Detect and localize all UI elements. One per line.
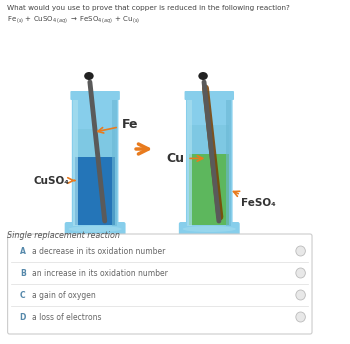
- Bar: [187, 96, 192, 226]
- Circle shape: [296, 290, 305, 300]
- Bar: [189, 125, 229, 153]
- Bar: [189, 153, 229, 225]
- Circle shape: [296, 312, 305, 322]
- Circle shape: [296, 268, 305, 278]
- Ellipse shape: [69, 226, 122, 232]
- Ellipse shape: [84, 72, 94, 80]
- Bar: [73, 96, 78, 226]
- FancyBboxPatch shape: [8, 234, 312, 334]
- Circle shape: [296, 246, 305, 256]
- Text: an increase in its oxidation number: an increase in its oxidation number: [32, 269, 168, 278]
- Text: Fe: Fe: [98, 118, 138, 133]
- Text: CuSO₄: CuSO₄: [33, 175, 75, 185]
- Text: What would you use to prove that copper is reduced in the following reaction?: What would you use to prove that copper …: [7, 5, 289, 11]
- FancyBboxPatch shape: [179, 222, 240, 236]
- Text: D: D: [20, 312, 26, 322]
- Text: Fe$_{\,(s)}$ + CuSO$_{4\,(aq)}$ $\rightarrow$ FeSO$_{4\,(aq)}$ + Cu$_{\,(s)}$: Fe$_{\,(s)}$ + CuSO$_{4\,(aq)}$ $\righta…: [7, 14, 140, 25]
- FancyBboxPatch shape: [72, 95, 118, 227]
- Text: a loss of electrons: a loss of electrons: [32, 312, 102, 322]
- Bar: [112, 96, 117, 226]
- Text: a decrease in its oxidation number: a decrease in its oxidation number: [32, 247, 166, 256]
- FancyBboxPatch shape: [70, 91, 120, 100]
- Bar: [75, 158, 115, 225]
- Ellipse shape: [198, 72, 208, 80]
- FancyBboxPatch shape: [186, 95, 233, 227]
- Text: Single replacement reaction: Single replacement reaction: [7, 231, 120, 240]
- Text: C: C: [20, 290, 26, 300]
- Bar: [75, 129, 115, 158]
- FancyBboxPatch shape: [65, 222, 126, 236]
- Text: Cu: Cu: [167, 152, 203, 165]
- Bar: [226, 96, 231, 226]
- Text: FeSO₄: FeSO₄: [233, 191, 275, 207]
- FancyBboxPatch shape: [184, 91, 234, 100]
- Text: B: B: [20, 269, 26, 278]
- Text: a gain of oxygen: a gain of oxygen: [32, 290, 96, 300]
- Ellipse shape: [183, 226, 236, 232]
- Text: A: A: [20, 247, 26, 256]
